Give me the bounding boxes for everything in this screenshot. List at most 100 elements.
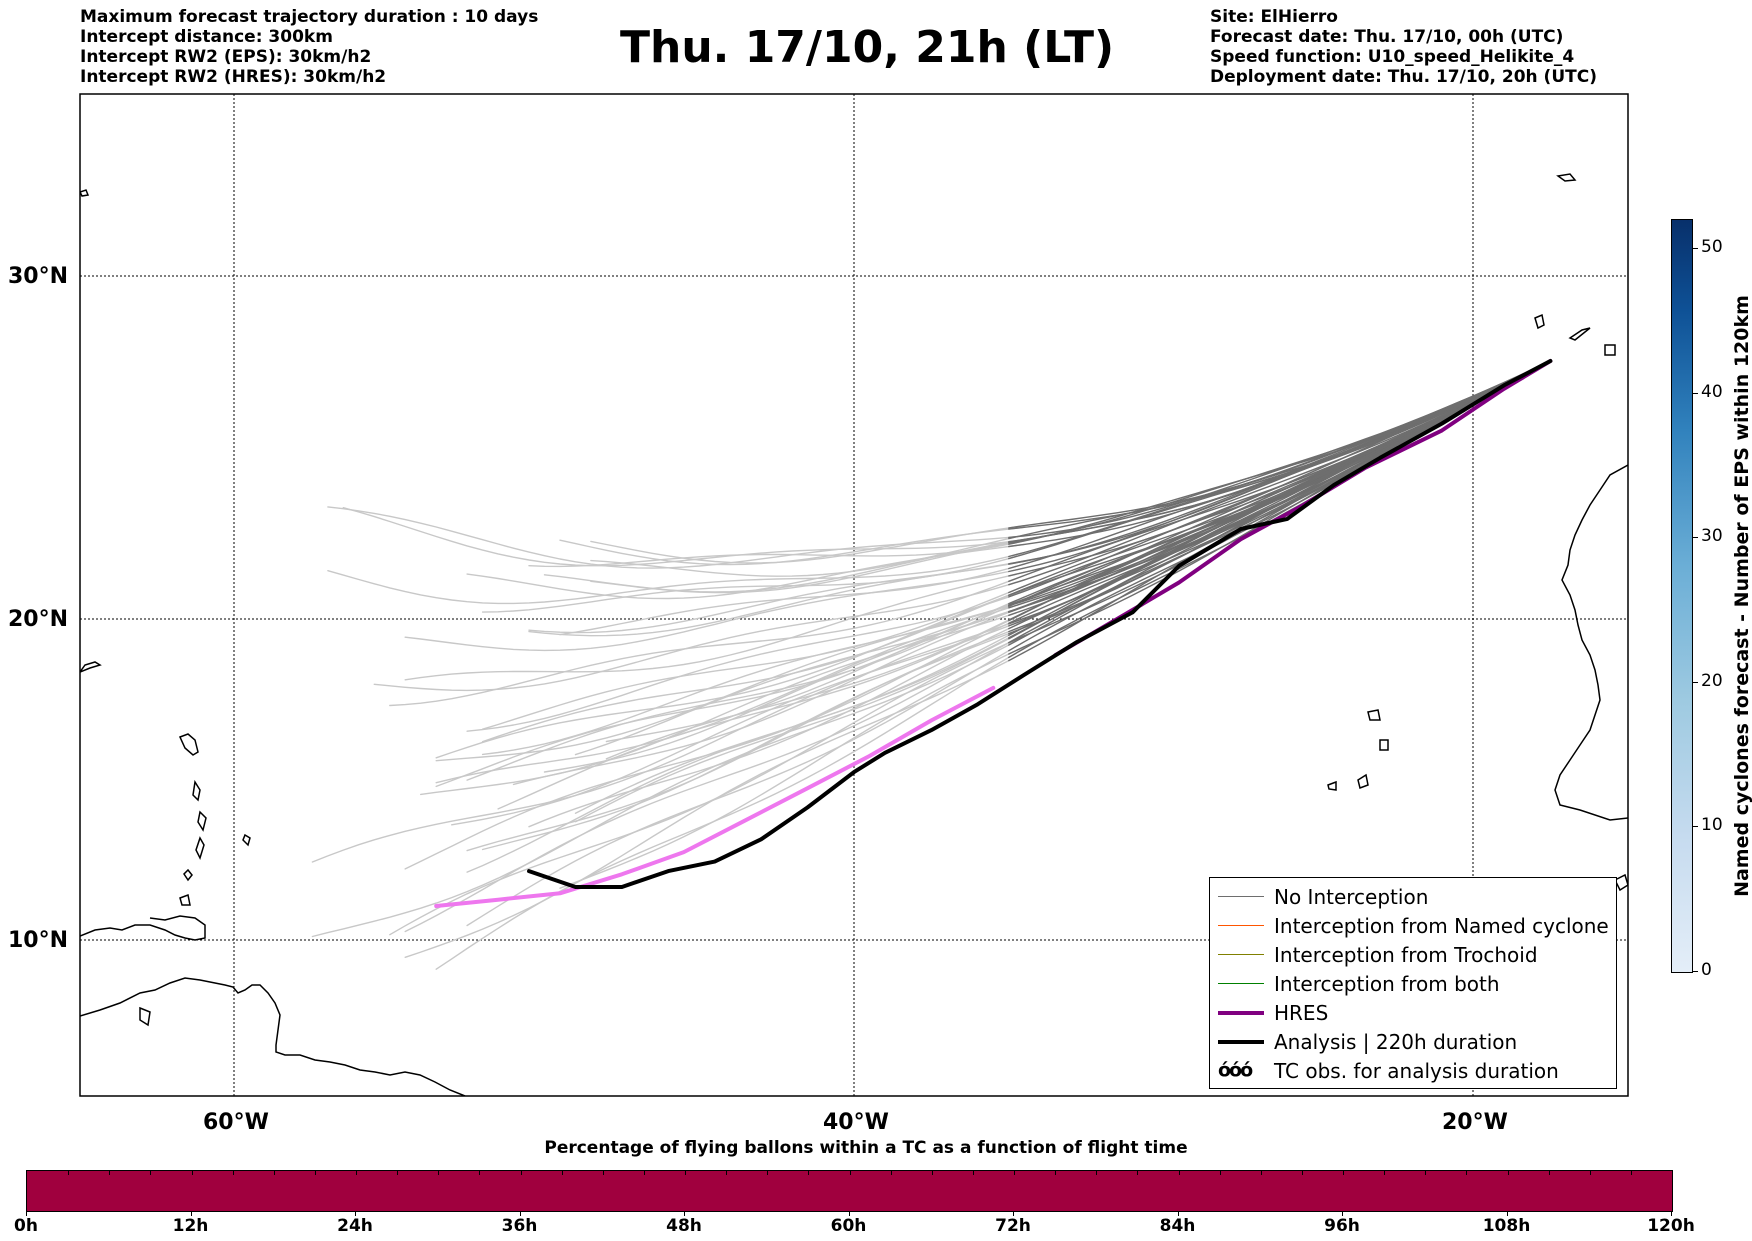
legend-swatch	[1218, 1035, 1264, 1049]
coastline-lesser-antilles-2	[178, 733, 199, 756]
lon-label-60w: 60°W	[203, 1110, 269, 1135]
eps-track-old	[311, 617, 1025, 863]
eps-track-old	[389, 635, 1025, 936]
eps-track	[1008, 360, 1552, 607]
coastline-cape-verde-2	[1357, 773, 1369, 789]
flight-time-minor-tick	[1343, 1171, 1344, 1175]
legend-swatch	[1218, 977, 1264, 991]
legend-item-trochoid: Interception from Trochoid	[1210, 941, 1616, 970]
flight-time-tick	[684, 1211, 685, 1216]
eps-track-old	[466, 624, 1025, 852]
eps-track-old	[342, 507, 1025, 567]
eps-colorbar-tick-label: 40	[1701, 381, 1723, 402]
eps-colorbar-tick	[1692, 826, 1698, 828]
eps-track-old	[327, 551, 1025, 605]
eps-colorbar-tick-label: 50	[1701, 236, 1723, 257]
page-title: Thu. 17/10, 21h (LT)	[620, 22, 1115, 73]
flight-time-minor-tick	[767, 1171, 769, 1175]
coastline-canary-3	[1604, 344, 1616, 356]
eps-colorbar-tick-label: 10	[1701, 815, 1723, 836]
flight-time-minor-tick	[150, 1171, 152, 1175]
header-intercept-eps: Intercept RW2 (EPS): 30km/h2	[80, 47, 372, 67]
flight-time-minor-tick	[1260, 1171, 1262, 1175]
coastline-lesser-antilles-1	[80, 661, 102, 673]
eps-track-old	[466, 641, 1025, 927]
eps-track-old	[451, 619, 1025, 826]
coastline-lesser-antilles-7	[179, 893, 191, 906]
flight-time-minor-tick	[109, 1171, 111, 1175]
coastline-africa-islands	[1613, 873, 1628, 892]
flight-time-tick-label: 72h	[995, 1216, 1031, 1236]
legend-swatch	[1218, 948, 1264, 962]
flight-time-minor-tick	[561, 1171, 563, 1175]
flight-time-tick	[190, 1211, 192, 1216]
flight-time-colorbar	[26, 1170, 1673, 1212]
hres-track-old	[434, 685, 996, 908]
eps-track-old	[528, 560, 1025, 637]
flight-time-minor-tick	[232, 1171, 234, 1175]
flight-time-minor-tick	[1301, 1171, 1303, 1175]
flight-time-tick	[26, 1211, 27, 1216]
header-intercept-hres: Intercept RW2 (HRES): 30km/h2	[80, 67, 387, 87]
map-frame	[79, 93, 1629, 1097]
lon-label-40w: 40°W	[823, 1110, 889, 1135]
legend-item-hres: HRES	[1210, 999, 1616, 1028]
eps-track-old	[435, 596, 1025, 788]
lat-label-10n: 10°N	[8, 928, 69, 953]
analysis-track	[527, 359, 1553, 889]
lat-label-20n: 20°N	[8, 607, 69, 632]
flight-time-tick	[355, 1211, 356, 1216]
eps-track-old	[559, 646, 1025, 889]
header-max-duration: Maximum forecast trajectory duration : 1…	[80, 7, 539, 27]
flight-time-minor-tick	[685, 1171, 686, 1175]
flight-time-tick	[1013, 1211, 1014, 1216]
flight-time-tick-label: 120h	[1647, 1216, 1695, 1236]
coastline-canary-1	[1534, 313, 1545, 330]
eps-track-old	[528, 540, 1025, 568]
eps-track-old	[389, 574, 1025, 707]
main-tracks	[434, 359, 1553, 908]
map-legend: No Interception Interception from Named …	[1209, 877, 1617, 1089]
lon-label-20w: 20°W	[1442, 1110, 1508, 1135]
coastline-caribbean-south-america	[80, 977, 466, 1096]
legend-item-named-cyclone: Interception from Named cyclone	[1210, 912, 1616, 941]
flight-time-tick	[848, 1211, 850, 1216]
flight-time-minor-tick	[314, 1171, 316, 1175]
flight-time-minor-tick	[1137, 1171, 1139, 1175]
flight-time-minor-tick	[1096, 1171, 1098, 1175]
coastline-lesser-antilles-4	[197, 810, 207, 832]
flight-time-minor-tick	[397, 1171, 399, 1175]
flight-time-tick	[1671, 1211, 1672, 1216]
eps-track	[1008, 360, 1552, 545]
flight-time-tick-label: 84h	[1159, 1216, 1196, 1236]
coastline-lesser-antilles-3	[192, 779, 201, 802]
flight-time-tick-label: 24h	[337, 1216, 373, 1236]
flight-time-tick-label: 60h	[830, 1216, 867, 1236]
flight-time-minor-tick	[890, 1171, 892, 1175]
eps-track-old	[435, 600, 1025, 762]
legend-label: No Interception	[1274, 885, 1429, 909]
tc-symbol-icon: όόό	[1218, 1059, 1253, 1081]
coastline-lesser-antilles-6	[183, 868, 193, 882]
eps-track	[1008, 360, 1552, 548]
legend-item-tc-obs: όόό TC obs. for analysis duration	[1210, 1057, 1616, 1086]
legend-swatch	[1218, 919, 1264, 933]
eps-track-old	[466, 629, 1025, 873]
eps-track-old	[605, 611, 1025, 760]
legend-label: TC obs. for analysis duration	[1274, 1059, 1559, 1083]
flight-time-minor-tick	[972, 1171, 974, 1175]
eps-colorbar-tick	[1692, 971, 1698, 972]
eps-track-old	[590, 525, 1025, 564]
eps-colorbar-tick-label: 0	[1701, 960, 1712, 980]
coastline-cape-verde-3	[1327, 780, 1337, 791]
eps-colorbar-tick	[1692, 247, 1698, 249]
flight-time-tick-label: 0h	[14, 1216, 38, 1236]
coastline-cape-verde-4	[1379, 739, 1389, 751]
legend-swatch	[1218, 1006, 1264, 1020]
eps-track-old	[466, 590, 1025, 732]
flight-time-minor-tick	[68, 1171, 70, 1175]
header-site: Site: ElHierro	[1210, 7, 1338, 27]
flight-time-minor-tick	[1055, 1171, 1057, 1175]
flight-time-tick-label: 108h	[1482, 1216, 1531, 1236]
